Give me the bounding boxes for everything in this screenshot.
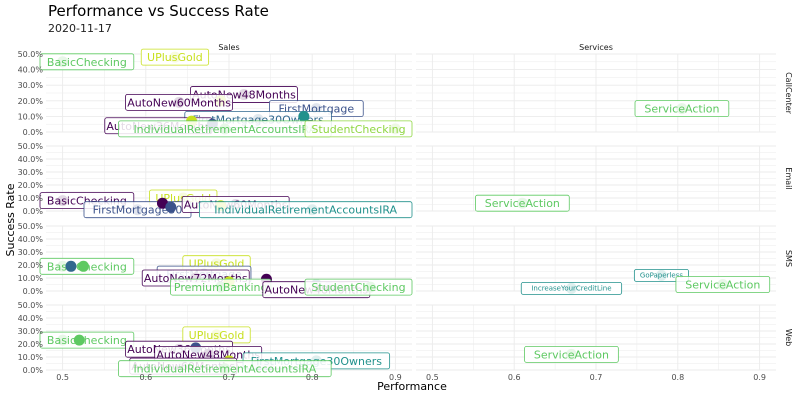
point-label-box bbox=[633, 268, 689, 282]
panel-points-web-services: ServiceAction bbox=[524, 345, 619, 363]
x-tick-label: 0.5 bbox=[426, 373, 439, 382]
y-tick-label: 30.0% bbox=[18, 327, 44, 336]
x-tick-label: 0.7 bbox=[223, 373, 236, 382]
facet-strip-sales: Sales bbox=[218, 43, 239, 52]
point-label: UPlusGold bbox=[147, 51, 203, 64]
panel-points-email-sales: BasicCheckingUPlusGoldFirstMortgage30Aut… bbox=[39, 189, 413, 219]
point-label-box bbox=[524, 345, 619, 363]
y-tick-label: 0.0% bbox=[23, 287, 44, 296]
point-label: ServiceAction bbox=[644, 103, 719, 116]
x-tick-label: 0.9 bbox=[389, 373, 402, 382]
point-label-box bbox=[198, 201, 413, 219]
y-tick-label: 20.0% bbox=[18, 340, 44, 349]
point-label: ServiceAction bbox=[685, 279, 760, 292]
point-label: AutoNew60Months bbox=[127, 96, 231, 109]
y-tick-label: 40.0% bbox=[18, 66, 44, 75]
y-tick-label: 40.0% bbox=[18, 314, 44, 323]
point-label: ServiceAction bbox=[485, 197, 560, 210]
y-tick-label: 50.0% bbox=[18, 50, 44, 59]
data-point bbox=[298, 110, 310, 122]
y-tick-label: 40.0% bbox=[18, 155, 44, 164]
y-tick-label: 20.0% bbox=[18, 97, 44, 106]
y-tick-label: 30.0% bbox=[18, 168, 44, 177]
data-point bbox=[165, 201, 177, 213]
point-label-box bbox=[118, 360, 332, 378]
panel-points-callcenter-services: ServiceAction bbox=[634, 100, 730, 117]
y-tick-label: 10.0% bbox=[18, 353, 44, 362]
facet-strip-services: Services bbox=[579, 43, 613, 52]
x-tick-label: 0.6 bbox=[139, 373, 152, 382]
facet-strip-col-bg bbox=[416, 40, 776, 54]
point-label-box bbox=[675, 276, 771, 293]
x-tick-label: 0.7 bbox=[590, 373, 603, 382]
x-tick-label: 0.9 bbox=[753, 373, 766, 382]
chart-subtitle: 2020-11-17 bbox=[48, 22, 112, 35]
point-label-box bbox=[520, 281, 623, 295]
y-tick-label: 20.0% bbox=[18, 261, 44, 270]
y-tick-label: 30.0% bbox=[18, 81, 44, 90]
point-label-box bbox=[39, 53, 135, 71]
panel-web-services bbox=[416, 304, 776, 371]
y-tick-label: 20.0% bbox=[18, 181, 44, 190]
point-label-box bbox=[634, 100, 730, 117]
point-label: IncreaseYourCreditLine bbox=[531, 284, 611, 292]
y-axis-title: Success Rate bbox=[4, 183, 17, 256]
y-tick-label: 30.0% bbox=[18, 248, 44, 257]
panel-points-callcenter-sales: BasicChecking UPlusGoldAutoNew48MonthsAut… bbox=[39, 48, 413, 138]
chart-title: Performance vs Success Rate bbox=[48, 2, 269, 20]
y-tick-label: 10.0% bbox=[18, 112, 44, 121]
point-label: StudentChecking bbox=[311, 281, 405, 294]
x-tick-label: 0.6 bbox=[508, 373, 521, 382]
point-label-box bbox=[304, 278, 413, 296]
facet-strip-web: Web bbox=[784, 329, 793, 346]
panel-email-services bbox=[416, 145, 776, 212]
y-tick-label: 40.0% bbox=[18, 235, 44, 244]
data-point bbox=[156, 197, 168, 209]
y-tick-label: 50.0% bbox=[18, 301, 44, 310]
point-label: BasicChecking bbox=[47, 334, 127, 347]
y-tick-label: 50.0% bbox=[18, 222, 44, 231]
panel-callcenter-services bbox=[416, 53, 776, 133]
panel-points-sms-services: GoPaperless IncreaseYourCreditLine Service… bbox=[520, 268, 771, 295]
data-point bbox=[73, 334, 85, 346]
panel-points-web-sales: BasicCheckingUPlusGoldAutoNew36MonthsAut… bbox=[39, 326, 391, 378]
y-tick-label: 0.0% bbox=[23, 128, 44, 137]
data-point bbox=[65, 260, 77, 272]
facet-strip-col-bg bbox=[46, 40, 412, 54]
panel-points-sms-sales: BasicCheckingUPlusGoldFirstMortgageAutoN… bbox=[39, 255, 413, 299]
point-label: IndividualRetirementAccountsIRA bbox=[214, 204, 397, 217]
point-label: GoPaperless bbox=[640, 271, 683, 279]
point-label: IndividualRetirementAccountsIRA bbox=[133, 123, 316, 136]
point-label: StudentChecking bbox=[311, 123, 405, 136]
x-tick-label: 0.5 bbox=[56, 373, 69, 382]
point-label: IndividualRetirementAccountsIRA bbox=[133, 363, 316, 376]
x-tick-label: 0.8 bbox=[671, 373, 684, 382]
point-label-box bbox=[140, 48, 210, 66]
facet-strip-sms: SMS bbox=[784, 250, 793, 267]
y-tick-label: 0.0% bbox=[23, 366, 44, 375]
data-point bbox=[77, 260, 89, 272]
point-label: ServiceAction bbox=[534, 348, 609, 361]
x-tick-label: 0.8 bbox=[306, 373, 319, 382]
y-tick-label: 10.0% bbox=[18, 194, 44, 203]
point-label: BasicChecking bbox=[47, 56, 127, 69]
facet-strip-callcenter: CallCenter bbox=[784, 72, 793, 115]
y-tick-label: 0.0% bbox=[23, 207, 44, 216]
y-tick-label: 10.0% bbox=[18, 274, 44, 283]
y-tick-label: 50.0% bbox=[18, 142, 44, 151]
point-label-box bbox=[125, 93, 233, 111]
facet-strip-email: Email bbox=[784, 167, 793, 189]
point-label-box bbox=[304, 120, 413, 138]
x-axis-title: Performance bbox=[377, 380, 447, 393]
panel-points-email-services: ServiceAction bbox=[475, 194, 570, 212]
point-label-box bbox=[475, 194, 570, 212]
point-label: UPlusGold bbox=[189, 329, 245, 342]
point-label-box bbox=[39, 331, 135, 349]
point-label: PremiumBanking bbox=[174, 281, 268, 294]
